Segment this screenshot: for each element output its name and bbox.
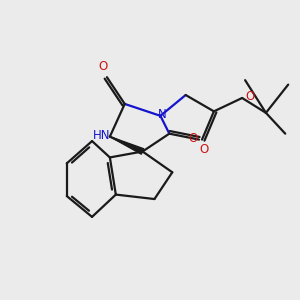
Text: O: O	[99, 60, 108, 73]
Text: HN: HN	[93, 129, 110, 142]
Text: O: O	[199, 142, 208, 156]
Polygon shape	[110, 136, 144, 154]
Text: N: N	[158, 108, 166, 121]
Text: O: O	[246, 90, 255, 103]
Text: O: O	[188, 132, 197, 145]
